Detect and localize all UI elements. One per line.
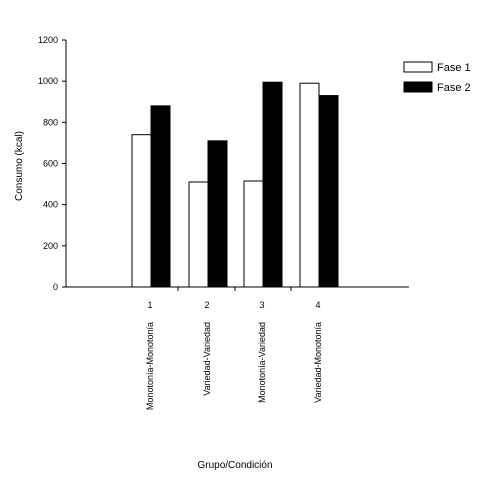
bar-fase-1-2 — [188, 181, 209, 288]
x-tick-label: 4 — [315, 300, 320, 310]
bar-fase-2-4 — [318, 95, 339, 288]
bar-fase-1-4 — [299, 82, 320, 288]
bar-fase-2-2 — [207, 140, 228, 288]
y-tick-label: 0 — [53, 282, 58, 292]
y-tick-label: 1200 — [38, 35, 58, 45]
y-tick-label: 800 — [43, 117, 58, 127]
x-category-sublabel: Monotonía-Variedad — [257, 322, 267, 403]
x-axis: 1 Monotonía-Monotonía 2 Variedad-Variedad 3 M… — [66, 286, 409, 410]
x-category-sublabel: Variedad-Variedad — [202, 322, 212, 396]
bars — [131, 81, 339, 288]
x-tick-label: 1 — [147, 300, 152, 310]
y-tick-label: 600 — [43, 159, 58, 169]
x-tick-label: 3 — [259, 300, 264, 310]
y-axis-title: Consumo (kcal) — [14, 131, 25, 201]
x-tick-label: 2 — [204, 300, 209, 310]
x-category-sublabel: Monotonía-Monotonía — [145, 322, 155, 410]
legend: Fase 1 Fase 2 — [403, 61, 471, 94]
bar-fase-2-1 — [150, 105, 171, 288]
legend-swatch — [403, 81, 433, 93]
y-tick-label: 400 — [43, 200, 58, 210]
legend-swatch — [403, 61, 433, 73]
y-axis: 0 200 400 600 800 1000 1200 — [38, 35, 67, 292]
bar-fase-2-3 — [262, 81, 283, 288]
bar-fase-1-3 — [243, 180, 264, 288]
y-tick-label: 200 — [43, 241, 58, 251]
x-axis-title: Grupo/Condición — [197, 460, 272, 471]
x-category-sublabel: Variedad-Monotonía — [313, 322, 323, 403]
y-tick-label: 1000 — [38, 76, 58, 86]
legend-label: Fase 2 — [437, 82, 471, 94]
legend-label: Fase 1 — [437, 62, 471, 74]
bar-fase-1-1 — [131, 134, 152, 288]
